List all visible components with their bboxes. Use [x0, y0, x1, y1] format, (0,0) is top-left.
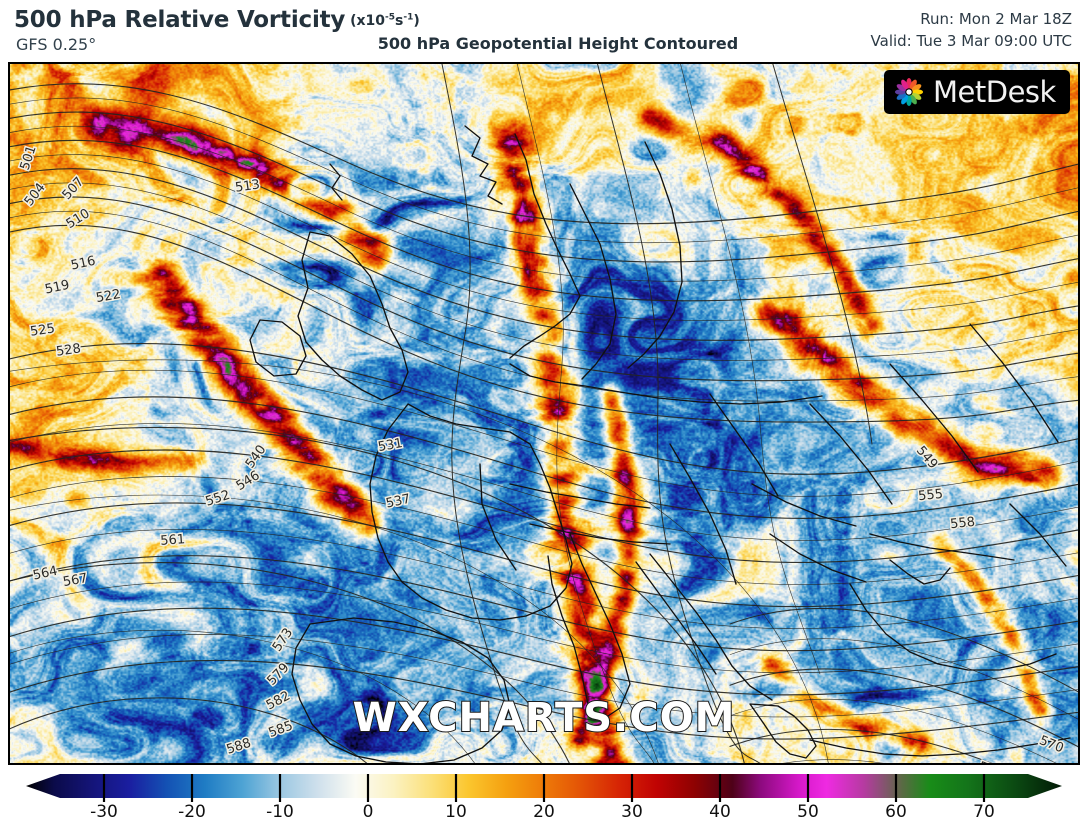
- contour-label-573-22: 573: [270, 626, 296, 655]
- contour-label-567-20: 567: [62, 571, 89, 590]
- contour-label-564-19: 564: [32, 564, 59, 584]
- contour-label-552-14: 552: [204, 488, 232, 510]
- contour-label-582-26: 582: [264, 688, 293, 713]
- colorbar-tick-5: 20: [533, 802, 555, 822]
- coastline-borders: [249, 125, 1071, 763]
- colorbar-tick-6: 30: [621, 802, 643, 822]
- contour-label-501-0: 501: [18, 144, 40, 172]
- contour-label-516-5: 516: [70, 254, 97, 274]
- chart-subtitle: 500 hPa Geopotential Height Contoured: [377, 34, 739, 53]
- contour-label-510-3: 510: [64, 206, 93, 232]
- contour-label-588-28: 588: [225, 736, 253, 758]
- pinwheel-icon: [894, 77, 924, 107]
- contour-label-579-24: 579: [264, 660, 292, 688]
- contour-label-504-1: 504: [22, 180, 49, 209]
- page-title-units: (x10-5s-1): [350, 12, 420, 29]
- colorbar-tick-9: 60: [885, 802, 907, 822]
- contour-label-570-21: 570: [1037, 733, 1066, 756]
- colorbar-tick-3: 0: [362, 802, 374, 822]
- contour-label-519-6: 519: [44, 278, 71, 298]
- contour-label-555-16: 555: [918, 487, 944, 505]
- contour-lines: [10, 64, 1078, 763]
- contour-label-558-17: 558: [950, 515, 976, 533]
- colorbar-tick-4: 10: [445, 802, 467, 822]
- model-label: GFS 0.25°: [16, 35, 97, 54]
- colorbar-tick-2: -10: [266, 802, 294, 822]
- contour-label-513-4: 513: [234, 177, 261, 195]
- page-title: 500 hPa Relative Vorticity (x10-5s-1): [14, 7, 420, 33]
- contour-label-525-8: 525: [29, 321, 56, 339]
- contour-label-528-9: 528: [55, 341, 82, 359]
- chart-header: 500 hPa Relative Vorticity (x10-5s-1) GF…: [0, 0, 1088, 62]
- contour-label-522-7: 522: [95, 287, 122, 306]
- colorbar-tick-0: -30: [90, 802, 118, 822]
- metdesk-logo[interactable]: MetDesk: [884, 70, 1070, 114]
- colorbar-tick-7: 40: [709, 802, 731, 822]
- contour-label-546-13: 546: [234, 468, 263, 494]
- contour-label-561-18: 561: [160, 532, 186, 549]
- page-title-text: 500 hPa Relative Vorticity: [14, 7, 346, 33]
- contour-label-531-10: 531: [377, 436, 404, 455]
- colorbar: -30 -20 -10 0 10 20 30 40 50 60 70: [0, 770, 1088, 833]
- metdesk-logo-text: MetDesk: [933, 74, 1056, 109]
- colorbar-tick-1: -20: [178, 802, 206, 822]
- map-panel[interactable]: 501 504 507 510 513 516 519 522 525 528 531 537 540 5…: [8, 62, 1080, 765]
- colorbar-tick-10: 70: [973, 802, 995, 822]
- colorbar-gradient: [26, 774, 1062, 802]
- contour-label-537-11: 537: [385, 492, 412, 512]
- colorbar-tick-8: 50: [797, 802, 819, 822]
- contour-label-507-2: 507: [60, 174, 88, 202]
- contour-label-549-15: 549: [913, 443, 940, 472]
- contour-label-585-27: 585: [267, 718, 295, 741]
- valid-time-label: Valid: Tue 3 Mar 09:00 UTC: [870, 32, 1072, 50]
- contour-label-573-23: 573: [976, 759, 1005, 763]
- run-time-label: Run: Mon 2 Mar 18Z: [920, 10, 1072, 28]
